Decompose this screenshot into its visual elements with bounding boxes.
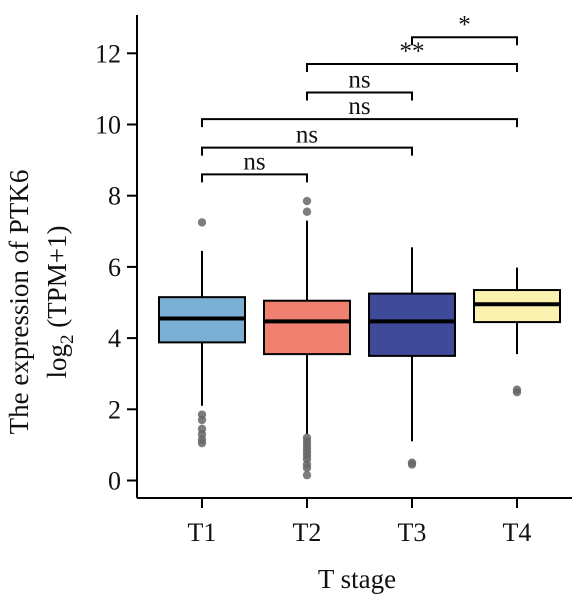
y-tick-label: 6 [108,253,121,282]
significance-bracket [201,173,308,183]
outlier-point [302,463,312,473]
y-axis-unit-tpm: (TPM+1) [42,226,72,335]
outlier-point [197,438,207,448]
y-tick-label: 4 [108,324,121,353]
significance-bracket [201,146,413,156]
outlier-point [197,218,207,227]
outlier-point [302,207,312,216]
box-t2 [263,299,351,356]
y-tick-label: 8 [108,182,121,211]
significance-label: * [458,11,471,38]
x-tick-label: T2 [293,518,322,547]
x-tick-label: T1 [188,518,217,547]
significance-bracket [201,118,518,128]
x-axis-title: T stage [318,564,396,594]
y-tick-label: 10 [95,111,121,140]
significance-label: ns [348,93,370,120]
y-axis-unit-log: log [42,344,72,379]
significance-bracket [306,62,518,72]
significance-label: ns [243,148,265,175]
y-axis-title: The expression of PTK6 [4,170,34,435]
y-tick-label: 12 [95,39,121,68]
outlier-point [407,460,417,469]
significance-bracket [306,91,413,101]
x-tick-label: T4 [503,518,532,547]
outlier-point [302,470,312,480]
significance-bracket [411,36,518,46]
significance-label: ns [348,66,370,93]
y-tick-label: 0 [108,467,121,496]
y-tick-label: 2 [108,395,121,424]
outlier-point [302,196,312,206]
x-tick-label: T3 [398,518,427,547]
outlier-point [512,388,522,397]
outlier-point [197,415,207,425]
y-axis-unit-subscript: 2 [57,334,78,344]
y-axis-title-unit: log2 (TPM+1) [42,226,78,379]
significance-label: ns [296,122,318,149]
box-t3 [368,292,456,357]
